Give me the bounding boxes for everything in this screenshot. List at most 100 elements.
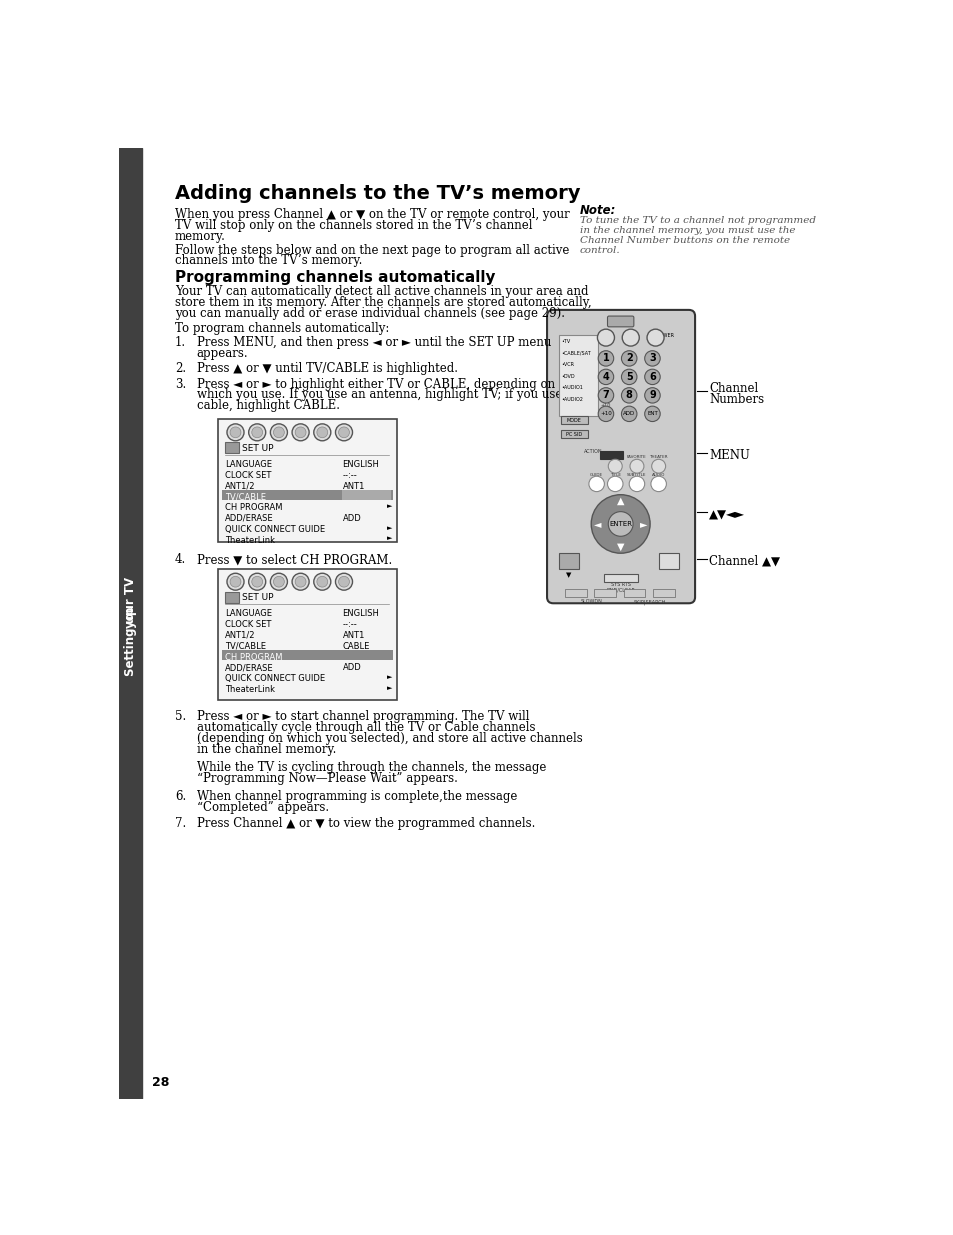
Bar bbox=[119, 148, 142, 1099]
Text: control.: control. bbox=[579, 246, 619, 254]
Text: While the TV is cycling through the channels, the message: While the TV is cycling through the chan… bbox=[196, 761, 545, 774]
Text: 28: 28 bbox=[152, 1076, 169, 1089]
Text: 5.: 5. bbox=[174, 710, 186, 724]
Circle shape bbox=[620, 369, 637, 384]
Text: automatically cycle through all the TV or Cable channels: automatically cycle through all the TV o… bbox=[196, 721, 535, 734]
Text: CLOCK SET: CLOCK SET bbox=[224, 471, 271, 480]
Text: +10: +10 bbox=[600, 403, 611, 408]
Text: MENU: MENU bbox=[708, 450, 749, 462]
Text: ADD/ERASE: ADD/ERASE bbox=[224, 663, 273, 672]
Circle shape bbox=[598, 406, 613, 421]
Text: 9: 9 bbox=[648, 390, 655, 400]
Text: store them in its memory. After the channels are stored automatically,: store them in its memory. After the chan… bbox=[174, 296, 591, 309]
Circle shape bbox=[270, 573, 287, 590]
Text: ▼: ▼ bbox=[617, 542, 624, 552]
Text: TV will stop only on the channels stored in the TV’s channel: TV will stop only on the channels stored… bbox=[174, 219, 532, 232]
Text: your TV: your TV bbox=[124, 577, 137, 629]
Circle shape bbox=[252, 577, 262, 587]
Text: When channel programming is complete,the message: When channel programming is complete,the… bbox=[196, 790, 517, 804]
Text: Press ▲ or ▼ until TV/CABLE is highlighted.: Press ▲ or ▼ until TV/CABLE is highlight… bbox=[196, 362, 457, 375]
Text: ⏻: ⏻ bbox=[652, 332, 658, 342]
Circle shape bbox=[294, 577, 306, 587]
Text: INPUT: INPUT bbox=[598, 593, 613, 598]
Bar bbox=[594, 589, 616, 597]
Bar bbox=[558, 553, 578, 568]
Bar bbox=[623, 589, 645, 597]
Bar bbox=[558, 336, 598, 416]
Text: ANT1: ANT1 bbox=[342, 631, 364, 640]
Circle shape bbox=[338, 577, 349, 587]
Text: 7: 7 bbox=[602, 390, 609, 400]
Circle shape bbox=[597, 330, 614, 346]
Circle shape bbox=[646, 330, 663, 346]
Text: POWER: POWER bbox=[656, 333, 674, 338]
Text: •TV: •TV bbox=[560, 340, 570, 345]
Text: VOL: VOL bbox=[663, 564, 674, 569]
Text: ►: ► bbox=[387, 503, 393, 509]
Text: FAV▼: FAV▼ bbox=[613, 538, 627, 543]
Circle shape bbox=[588, 477, 604, 492]
Text: THEATER
LINK: THEATER LINK bbox=[649, 456, 667, 464]
Text: INFO: INFO bbox=[610, 456, 619, 459]
Circle shape bbox=[598, 351, 613, 366]
Text: To tune the TV to a channel not programmed: To tune the TV to a channel not programm… bbox=[579, 216, 815, 225]
Text: MENU: MENU bbox=[602, 453, 618, 458]
Text: Channel Number buttons on the remote: Channel Number buttons on the remote bbox=[579, 236, 789, 245]
Bar bbox=[653, 589, 674, 597]
Text: Note:: Note: bbox=[579, 204, 616, 216]
Text: Channel: Channel bbox=[708, 383, 758, 395]
Text: QUICK CONNECT GUIDE: QUICK CONNECT GUIDE bbox=[224, 674, 324, 683]
Text: you can manually add or erase individual channels (see page 29).: you can manually add or erase individual… bbox=[174, 306, 564, 320]
Text: Press MENU, and then press ◄ or ► until the SET UP menu: Press MENU, and then press ◄ or ► until … bbox=[196, 336, 551, 350]
Circle shape bbox=[598, 388, 613, 403]
Circle shape bbox=[292, 424, 309, 441]
Text: SETUP: SETUP bbox=[592, 517, 597, 531]
FancyBboxPatch shape bbox=[546, 310, 695, 603]
Text: Numbers: Numbers bbox=[708, 393, 763, 406]
Circle shape bbox=[644, 369, 659, 384]
Text: •AUDIO2: •AUDIO2 bbox=[560, 396, 582, 401]
Text: TheaterLink: TheaterLink bbox=[224, 685, 274, 694]
Text: RECALL: RECALL bbox=[625, 593, 644, 598]
Text: 4.: 4. bbox=[174, 553, 186, 566]
Text: LANGUAGE: LANGUAGE bbox=[224, 461, 272, 469]
Bar bbox=[603, 574, 637, 582]
Bar bbox=[599, 451, 622, 458]
Bar bbox=[224, 592, 238, 603]
Circle shape bbox=[620, 351, 637, 366]
Circle shape bbox=[314, 424, 331, 441]
Circle shape bbox=[651, 459, 665, 473]
Text: --:--: --:-- bbox=[342, 471, 356, 480]
Text: Press ▼ to select CH PROGRAM.: Press ▼ to select CH PROGRAM. bbox=[196, 553, 392, 566]
Text: ANT1/2: ANT1/2 bbox=[224, 631, 254, 640]
Text: ANT1: ANT1 bbox=[342, 482, 364, 490]
Text: ►: ► bbox=[639, 519, 647, 529]
Text: ▲: ▲ bbox=[617, 496, 624, 506]
Bar bbox=[218, 419, 396, 542]
Text: To program channels automatically:: To program channels automatically: bbox=[174, 322, 389, 335]
Text: 1.: 1. bbox=[174, 336, 186, 350]
Text: 6.: 6. bbox=[174, 790, 186, 804]
Text: CH PROGRAM: CH PROGRAM bbox=[224, 503, 282, 513]
Text: channels into the TV’s memory.: channels into the TV’s memory. bbox=[174, 254, 362, 268]
Text: Follow the steps below and on the next page to program all active: Follow the steps below and on the next p… bbox=[174, 243, 569, 257]
Text: Adding channels to the TV’s memory: Adding channels to the TV’s memory bbox=[174, 184, 580, 204]
Text: 8: 8 bbox=[625, 390, 632, 400]
Text: (depending on which you selected), and store all active channels: (depending on which you selected), and s… bbox=[196, 732, 582, 745]
Text: SYS RTS: SYS RTS bbox=[610, 583, 630, 588]
Text: Press Channel ▲ or ▼ to view the programmed channels.: Press Channel ▲ or ▼ to view the program… bbox=[196, 816, 535, 830]
Bar bbox=[218, 568, 396, 699]
Text: AUDIO: AUDIO bbox=[645, 517, 649, 531]
Bar bbox=[222, 490, 393, 500]
Text: TV/CABLE: TV/CABLE bbox=[224, 493, 265, 501]
Text: ENGLISH: ENGLISH bbox=[342, 609, 379, 619]
Text: CLOCK SET: CLOCK SET bbox=[224, 620, 271, 629]
Circle shape bbox=[227, 424, 244, 441]
Circle shape bbox=[249, 573, 266, 590]
Text: ►: ► bbox=[387, 525, 393, 531]
Bar bbox=[659, 553, 679, 568]
Bar bbox=[342, 490, 390, 500]
Text: ◄: ◄ bbox=[593, 519, 600, 529]
Circle shape bbox=[314, 573, 331, 590]
Circle shape bbox=[629, 459, 643, 473]
